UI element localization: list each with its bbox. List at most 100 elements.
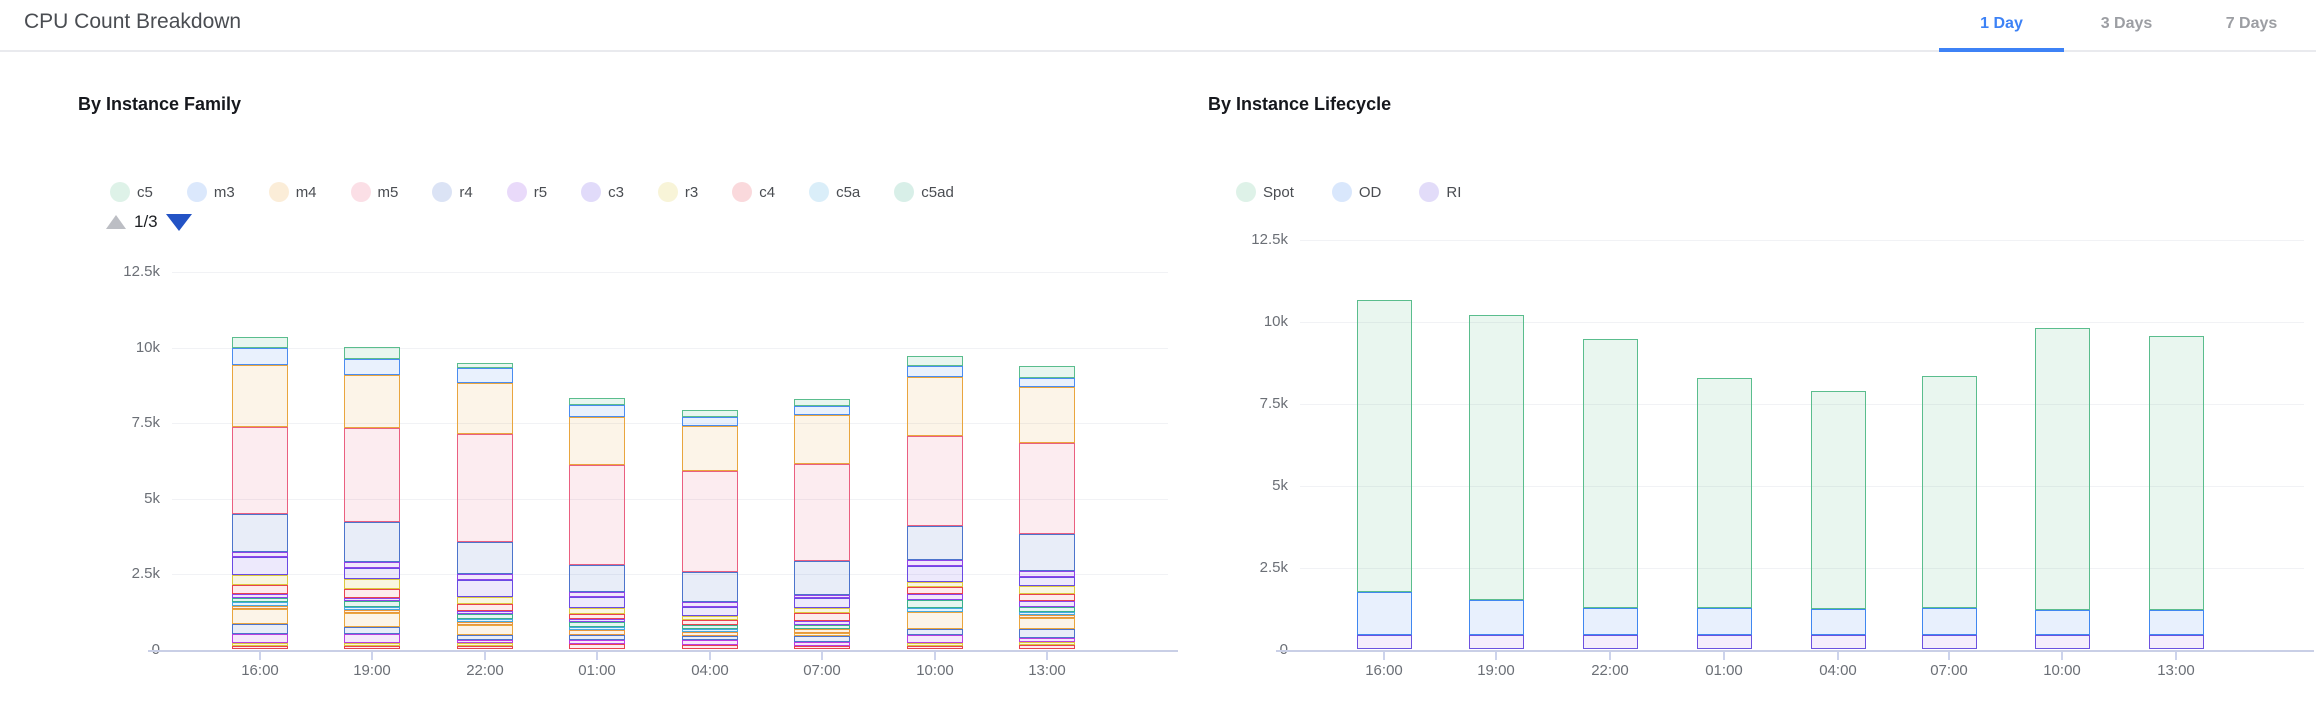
bar-segment[interactable] xyxy=(457,635,513,640)
bar-segment-m3[interactable] xyxy=(457,368,513,383)
tab-7-days[interactable]: 7 Days xyxy=(2225,15,2278,32)
legend-item-m4[interactable]: m4 xyxy=(268,182,317,202)
bar-segment[interactable] xyxy=(457,643,513,646)
bar-segment-r5[interactable] xyxy=(457,574,513,580)
bar-segment-spot[interactable] xyxy=(1469,315,1524,600)
bar-segment-c5[interactable] xyxy=(457,363,513,368)
bar-segment-m3[interactable] xyxy=(682,417,738,426)
bar-segment[interactable] xyxy=(457,646,513,649)
bar-segment-od[interactable] xyxy=(1469,600,1524,635)
bar-segment[interactable] xyxy=(1019,601,1075,607)
bar-segment-c5ad[interactable] xyxy=(457,614,513,619)
bar-segment-c5a[interactable] xyxy=(232,602,288,606)
bar-segment-c5[interactable] xyxy=(682,410,738,417)
bar-segment[interactable] xyxy=(344,627,400,634)
bar-segment-c4[interactable] xyxy=(907,587,963,594)
bar-segment-m4[interactable] xyxy=(457,383,513,434)
bar-segment[interactable] xyxy=(569,630,625,635)
bar-segment-ri[interactable] xyxy=(1583,635,1638,649)
bar-segment[interactable] xyxy=(907,594,963,600)
bar-segment-spot[interactable] xyxy=(1922,376,1977,608)
legend-item-r3[interactable]: r3 xyxy=(657,182,698,202)
bar-segment-spot[interactable] xyxy=(1697,378,1752,608)
bar-segment-r3[interactable] xyxy=(344,579,400,589)
bar-segment[interactable] xyxy=(232,646,288,649)
legend-item-od[interactable]: OD xyxy=(1331,182,1381,202)
bar-segment-r4[interactable] xyxy=(794,561,850,595)
bar-segment[interactable] xyxy=(232,609,288,624)
bar-segment-c3[interactable] xyxy=(1019,577,1075,586)
bar-segment-c3[interactable] xyxy=(344,568,400,579)
bar-segment-c4[interactable] xyxy=(232,585,288,594)
bar-segment[interactable] xyxy=(682,640,738,645)
bar-segment-r5[interactable] xyxy=(344,562,400,568)
bar-segment[interactable] xyxy=(907,643,963,646)
bar-segment-c4[interactable] xyxy=(344,589,400,598)
bar-segment-spot[interactable] xyxy=(1357,300,1412,592)
bar-segment[interactable] xyxy=(457,640,513,643)
bar-segment-spot[interactable] xyxy=(1811,391,1866,609)
bar-segment[interactable] xyxy=(569,644,625,649)
bar-segment-r3[interactable] xyxy=(1019,586,1075,594)
bar-segment-c5a[interactable] xyxy=(1019,612,1075,615)
legend-item-m5[interactable]: m5 xyxy=(350,182,398,202)
bar-segment-c3[interactable] xyxy=(907,566,963,582)
bar-segment[interactable] xyxy=(794,646,850,649)
bar-segment-c5ad[interactable] xyxy=(682,625,738,629)
bar-segment-r5[interactable] xyxy=(1019,571,1075,577)
bar-segment[interactable] xyxy=(682,645,738,649)
legend-pager-down-icon[interactable] xyxy=(165,213,192,231)
legend-item-ri[interactable]: RI xyxy=(1419,182,1461,202)
bar-segment-m4[interactable] xyxy=(344,375,400,428)
bar-segment-c5[interactable] xyxy=(344,347,400,359)
bar-segment[interactable] xyxy=(794,642,850,646)
bar-segment-c3[interactable] xyxy=(457,580,513,597)
bar-segment-od[interactable] xyxy=(2149,610,2204,635)
bar-segment[interactable] xyxy=(682,632,738,636)
legend-item-spot[interactable]: Spot xyxy=(1236,182,1294,202)
bar-segment-m3[interactable] xyxy=(344,359,400,375)
bar-segment-m3[interactable] xyxy=(794,406,850,415)
bar-segment[interactable] xyxy=(907,646,963,649)
bar-segment-m5[interactable] xyxy=(1019,443,1075,534)
bar-segment[interactable] xyxy=(569,640,625,644)
bar-segment-m5[interactable] xyxy=(457,434,513,542)
bar-segment-m4[interactable] xyxy=(569,417,625,465)
bar-segment[interactable] xyxy=(1019,618,1075,629)
bar-segment-od[interactable] xyxy=(1583,608,1638,635)
legend-item-c4[interactable]: c4 xyxy=(732,182,775,202)
bar-segment-c5[interactable] xyxy=(1019,366,1075,378)
bar-segment-r3[interactable] xyxy=(457,597,513,604)
bar-segment[interactable] xyxy=(794,621,850,625)
bar-segment-r5[interactable] xyxy=(907,560,963,566)
bar-segment-r5[interactable] xyxy=(682,602,738,607)
bar-segment-c5ad[interactable] xyxy=(794,625,850,629)
bar-segment-m4[interactable] xyxy=(794,415,850,464)
bar-segment-c4[interactable] xyxy=(1019,594,1075,601)
bar-segment-c5a[interactable] xyxy=(344,607,400,610)
bar-segment-c5[interactable] xyxy=(569,398,625,405)
bar-segment-r4[interactable] xyxy=(232,514,288,552)
bar-segment-od[interactable] xyxy=(1811,609,1866,635)
bar-segment-od[interactable] xyxy=(2035,610,2090,635)
bar-segment-r3[interactable] xyxy=(232,575,288,585)
bar-segment[interactable] xyxy=(232,643,288,646)
bar-segment-c5a[interactable] xyxy=(569,627,625,630)
bar-segment-ri[interactable] xyxy=(1922,635,1977,649)
bar-segment-m3[interactable] xyxy=(232,348,288,365)
bar-segment-od[interactable] xyxy=(1922,608,1977,635)
bar-segment-c5[interactable] xyxy=(907,356,963,366)
bar-segment-c4[interactable] xyxy=(457,604,513,611)
bar-segment[interactable] xyxy=(344,643,400,646)
bar-segment-r3[interactable] xyxy=(907,582,963,587)
bar-segment-r4[interactable] xyxy=(457,542,513,574)
bar-segment-spot[interactable] xyxy=(1583,339,1638,608)
bar-segment-m3[interactable] xyxy=(569,405,625,417)
legend-pager-up-icon[interactable] xyxy=(106,215,126,229)
bar-segment-m3[interactable] xyxy=(907,366,963,377)
bar-segment-m4[interactable] xyxy=(682,426,738,471)
bar-segment[interactable] xyxy=(344,646,400,649)
legend-item-c5ad[interactable]: c5ad xyxy=(894,182,954,202)
bar-segment-ri[interactable] xyxy=(1811,635,1866,649)
bar-segment-ri[interactable] xyxy=(1697,635,1752,649)
